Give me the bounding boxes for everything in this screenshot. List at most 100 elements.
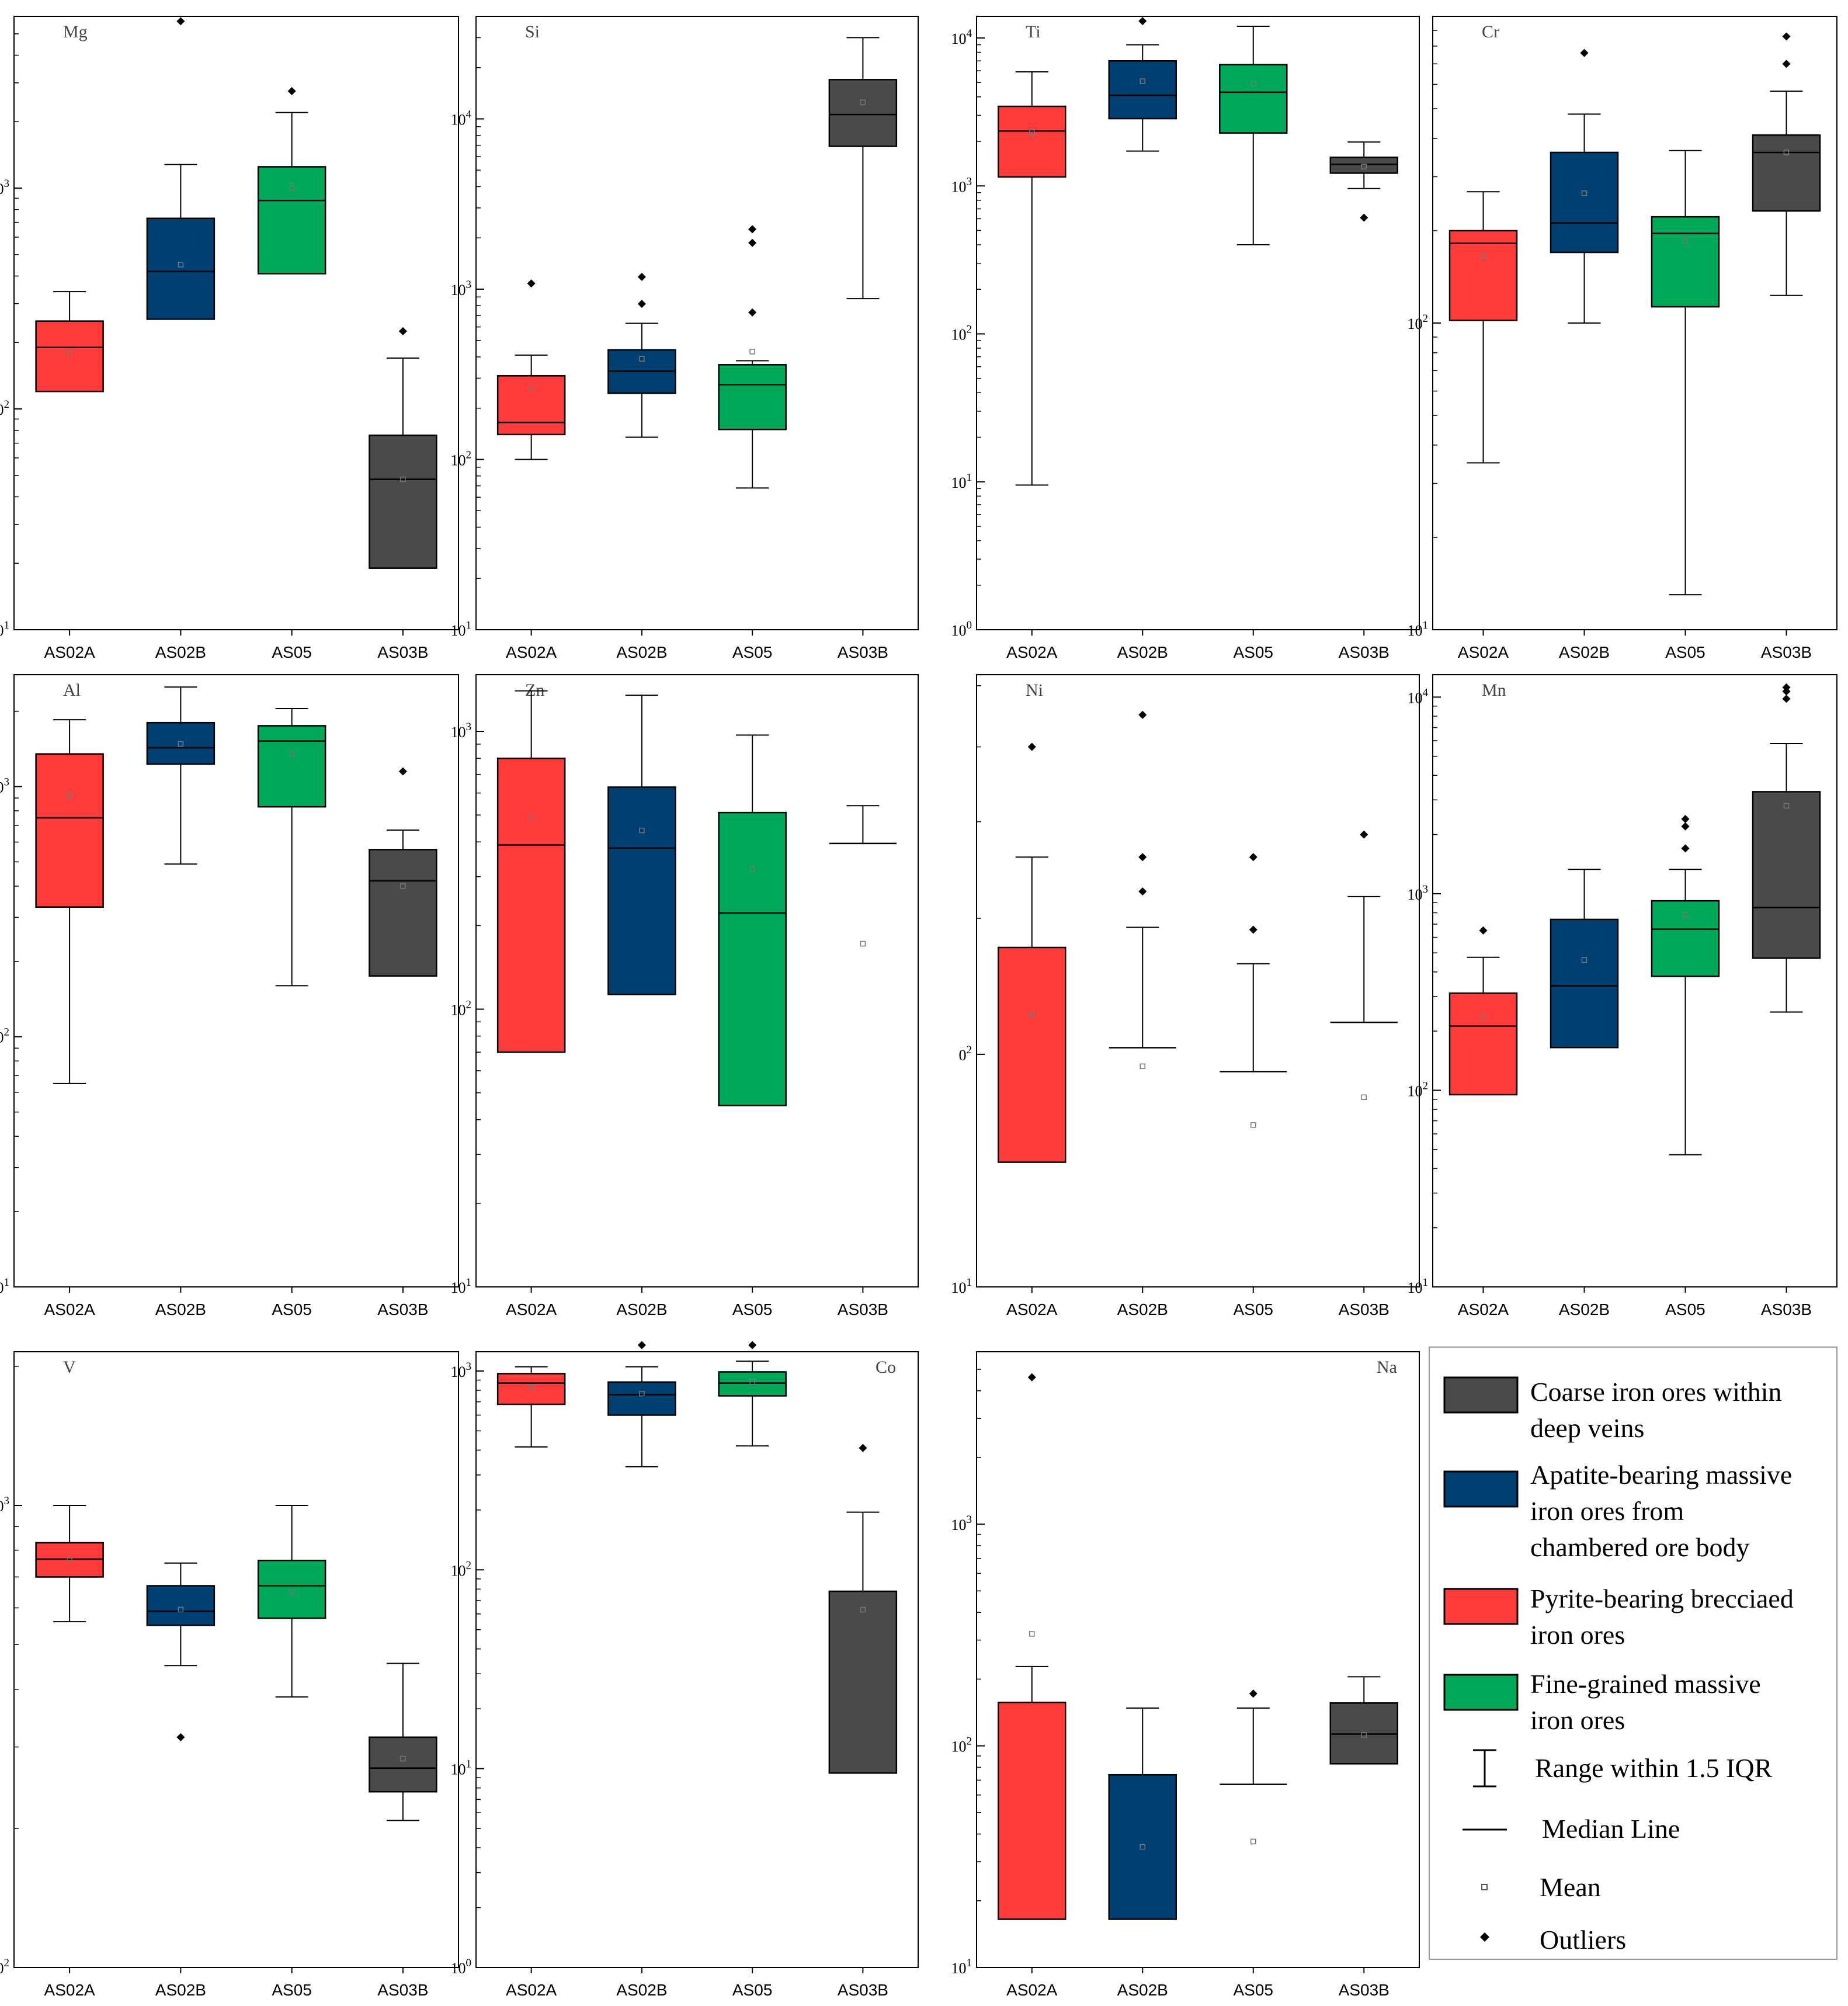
iqr-box bbox=[35, 753, 104, 908]
mean-marker bbox=[528, 1384, 534, 1390]
outlier-point bbox=[1138, 887, 1147, 896]
x-tick-label: AS05 bbox=[732, 643, 773, 661]
iqr-box bbox=[496, 1373, 566, 1405]
iqr-box bbox=[369, 849, 437, 977]
panel-Zn: 101 102 103 Zn AS02A AS02B AS05 AS03B bbox=[451, 674, 919, 1318]
iqr-box bbox=[146, 217, 216, 320]
iqr-box bbox=[1752, 791, 1821, 959]
x-tick-label: AS02B bbox=[1559, 643, 1610, 661]
x-tick-label: AS05 bbox=[732, 1981, 773, 1999]
y-tick-label: 02 bbox=[959, 1044, 972, 1064]
mean-marker bbox=[1029, 1012, 1035, 1018]
outlier-point bbox=[176, 17, 185, 26]
outlier-point bbox=[637, 1341, 646, 1349]
element-label: Mg bbox=[63, 22, 88, 41]
panel-Al: 101 102 103 Al AS02A AS02B AS05 AS03B bbox=[0, 674, 459, 1318]
box-AS05 bbox=[257, 87, 326, 275]
x-tick-label: AS05 bbox=[272, 643, 312, 661]
box-AS05 bbox=[1651, 150, 1720, 596]
outlier-point bbox=[748, 1341, 757, 1349]
legend-swatch-coarse bbox=[1443, 1376, 1519, 1414]
mean-marker bbox=[178, 262, 184, 268]
mean-marker bbox=[400, 1755, 406, 1762]
iqr-box bbox=[1550, 918, 1619, 1049]
box-AS03B bbox=[369, 767, 437, 977]
mean-marker bbox=[749, 349, 755, 355]
y-tick-label: 101 bbox=[451, 619, 472, 639]
x-tick-label: AS02A bbox=[506, 643, 557, 661]
y-tick-label: 101 bbox=[951, 471, 972, 491]
y-tick-label: 103 bbox=[951, 175, 972, 195]
iqr-box bbox=[1550, 151, 1619, 254]
outlier-point bbox=[1360, 213, 1368, 222]
box-AS02B bbox=[146, 17, 216, 320]
outlier-point bbox=[1681, 814, 1690, 823]
box-AS03B bbox=[1329, 1676, 1398, 1765]
x-tick-label: AS02A bbox=[1006, 1981, 1057, 1999]
x-tick-label: AS02B bbox=[155, 1981, 206, 1999]
x-tick-label: AS03B bbox=[377, 1981, 428, 1999]
box-AS02B bbox=[146, 1562, 216, 1741]
box-AS02A bbox=[35, 291, 104, 393]
box-AS02A bbox=[35, 1504, 104, 1623]
mean-marker bbox=[639, 356, 645, 362]
legend-label-apatite-2: iron ores from bbox=[1530, 1496, 1684, 1526]
legend-label-fine-2: iron ores bbox=[1530, 1705, 1625, 1735]
x-tick-label: AS05 bbox=[1234, 1981, 1274, 1999]
mean-marker bbox=[178, 741, 184, 747]
outlier-point bbox=[1249, 1689, 1258, 1698]
iqr-box bbox=[828, 79, 898, 147]
x-tick-label: AS02B bbox=[155, 1300, 206, 1318]
x-tick-label: AS02B bbox=[1117, 643, 1168, 661]
mean-marker bbox=[860, 940, 866, 947]
outlier-point bbox=[1360, 830, 1368, 839]
mean-marker bbox=[1361, 1732, 1367, 1738]
mean-marker bbox=[1480, 1014, 1486, 1021]
element-label: Cr bbox=[1482, 22, 1499, 41]
y-tick-label: 102 bbox=[451, 999, 472, 1019]
mean-marker bbox=[639, 827, 645, 834]
y-tick-label: 103 bbox=[1408, 883, 1429, 903]
element-label: Mn bbox=[1482, 681, 1506, 700]
y-tick-label: 103 bbox=[451, 1361, 472, 1380]
box-AS03B bbox=[1330, 830, 1398, 1101]
outlier-point bbox=[1782, 32, 1791, 41]
iqr-box bbox=[496, 375, 566, 436]
legend-swatch-pyrite bbox=[1443, 1588, 1519, 1625]
mean-marker bbox=[1480, 254, 1486, 259]
y-tick-label: 103 bbox=[0, 178, 9, 197]
outlier-point bbox=[398, 327, 407, 335]
mean-marker bbox=[178, 1606, 184, 1613]
box-AS05 bbox=[1220, 853, 1287, 1128]
mean-marker bbox=[400, 476, 406, 483]
x-tick-label: AS02A bbox=[44, 1981, 95, 1999]
outlier-point bbox=[748, 308, 757, 317]
panel-Ni: 101 02 Ni AS02A AS02B AS05 AS03B bbox=[951, 674, 1420, 1318]
y-tick-label: 104 bbox=[951, 27, 972, 47]
box-AS05 bbox=[1220, 1689, 1287, 1845]
legend-label-coarse-1: Coarse iron ores within bbox=[1530, 1377, 1782, 1407]
panel-Ti: 100 101 102 103 104 Ti AS02A AS02B AS05 AS03B bbox=[951, 16, 1420, 661]
iqr-box bbox=[146, 721, 216, 765]
mean-marker bbox=[1581, 190, 1588, 196]
x-tick-label: AS03B bbox=[1339, 1981, 1390, 1999]
iqr-box bbox=[1108, 1774, 1177, 1920]
x-tick-label: AS02B bbox=[1559, 1300, 1610, 1318]
x-tick-label: AS02A bbox=[1458, 1300, 1509, 1318]
element-label: Zn bbox=[525, 681, 544, 700]
y-tick-label: 100 bbox=[451, 1957, 472, 1977]
x-tick-label: AS03B bbox=[838, 1300, 888, 1318]
mean-marker bbox=[1029, 1631, 1035, 1637]
y-tick-label: 101 bbox=[1408, 619, 1429, 639]
outlier-point bbox=[1027, 742, 1036, 751]
mean-marker bbox=[1361, 164, 1367, 169]
legend-label-median: Median Line bbox=[1542, 1814, 1680, 1844]
x-tick-label: AS05 bbox=[1665, 1300, 1705, 1318]
legend: Coarse iron ores within deep veins Apati… bbox=[1429, 1346, 1837, 1960]
y-tick-label: 101 bbox=[0, 619, 9, 639]
outlier-point bbox=[1138, 17, 1147, 26]
outlier-point bbox=[1479, 926, 1488, 935]
outlier-point bbox=[637, 300, 646, 308]
x-tick-label: AS02A bbox=[506, 1981, 557, 1999]
y-tick-label: 103 bbox=[451, 279, 472, 299]
